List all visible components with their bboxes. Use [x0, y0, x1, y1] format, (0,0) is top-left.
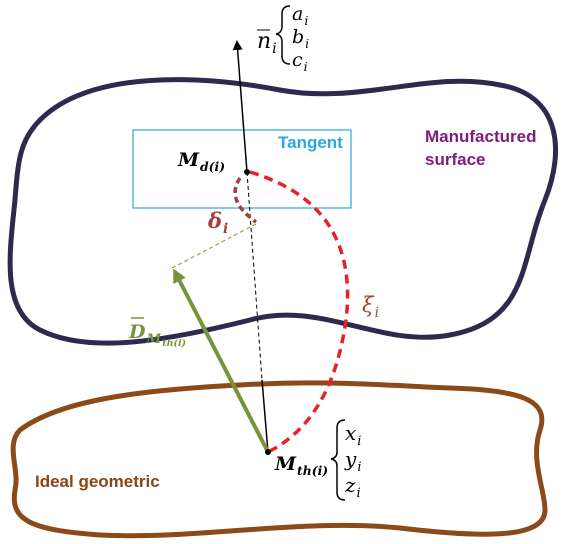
ideal-label: Ideal geometric — [35, 472, 160, 491]
normal-component: c — [292, 49, 303, 71]
delta-label: i — [223, 221, 228, 237]
normal-line-lower — [261, 379, 269, 453]
delta-label: δ — [207, 208, 222, 233]
normal-component: i — [304, 60, 308, 74]
normal-component: i — [305, 37, 309, 51]
projection-line — [171, 223, 257, 269]
deviation-vector — [173, 268, 270, 453]
vector-label: th(i) — [162, 338, 186, 349]
design-point-label: M — [177, 149, 200, 171]
normal-component: i — [304, 14, 308, 28]
xi-label: ξ — [362, 293, 375, 317]
ideal-surface-outline — [10, 380, 548, 539]
theory-point-label: M — [274, 453, 297, 475]
brace-normal — [275, 5, 291, 65]
theory-point — [265, 449, 271, 455]
surface-label: surface — [425, 150, 485, 169]
coordinate-label: y — [344, 447, 357, 471]
tangent-label: Tangent — [278, 133, 343, 152]
theory-point-label: th(i) — [297, 463, 328, 478]
normal-component: b — [292, 26, 304, 48]
normal-line — [232, 40, 248, 173]
normal-label: i — [272, 41, 277, 57]
xi-label: i — [375, 305, 379, 321]
normal-component: a — [292, 3, 303, 25]
normal-label: n — [257, 29, 271, 54]
arc-xi — [249, 170, 350, 454]
brace-coordinates — [330, 419, 346, 501]
design-point-label: d(i) — [200, 159, 225, 174]
design-point — [244, 169, 250, 175]
manufactured-surface-outline — [7, 77, 558, 346]
normal-line-dashed — [246, 171, 263, 381]
coordinate-label: i — [357, 486, 361, 501]
coordinate-label: x — [345, 421, 356, 445]
arc-delta — [233, 177, 258, 224]
coordinate-label: i — [357, 434, 361, 449]
vector-label: D — [128, 321, 146, 343]
coordinate-label: i — [357, 460, 361, 475]
surface-label: Manufactured — [425, 127, 536, 146]
coordinate-label: z — [344, 473, 356, 497]
vector-label: M — [145, 332, 162, 347]
